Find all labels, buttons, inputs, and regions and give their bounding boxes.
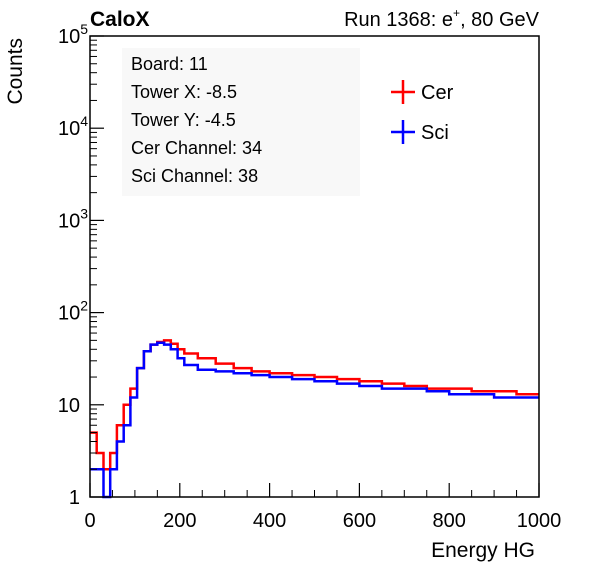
- info-line: Tower X: -8.5: [131, 82, 237, 102]
- y-tick-label: 102: [58, 298, 88, 325]
- x-tick-label: 0: [84, 510, 95, 532]
- info-line: Tower Y: -4.5: [131, 110, 236, 130]
- x-axis-label: Energy HG: [431, 539, 535, 562]
- y-tick-label-base: 10: [58, 118, 80, 140]
- series-line-cer: [90, 339, 539, 471]
- y-tick-label: 10: [58, 395, 80, 417]
- y-axis-label: Counts: [4, 38, 27, 105]
- x-tick-label: 600: [343, 510, 376, 532]
- info-line: Cer Channel: 34: [131, 138, 262, 158]
- info-line: Sci Channel: 38: [131, 166, 258, 186]
- y-tick-label-base: 10: [58, 395, 80, 417]
- x-tick-label: 1000: [517, 510, 562, 532]
- x-axis: 0 200 400 600 800 1000: [84, 483, 561, 532]
- run-label-prefix: Run 1368: e: [344, 9, 453, 31]
- y-tick-label-base: 10: [58, 26, 80, 48]
- y-tick-label: 105: [58, 21, 88, 48]
- run-label-suffix: , 80 GeV: [460, 9, 540, 31]
- y-tick-label-base: 10: [58, 303, 80, 325]
- y-tick-label-exponent: 2: [80, 298, 88, 314]
- series-line-sci: [90, 341, 539, 499]
- y-tick-label: 103: [58, 205, 88, 232]
- info-box: Board: 11 Tower X: -8.5 Tower Y: -4.5 Cer C…: [122, 48, 360, 196]
- legend: Cer Sci: [391, 80, 454, 144]
- info-box-background: [122, 48, 360, 196]
- y-tick-label-exponent: 5: [80, 21, 88, 37]
- x-tick-label: 800: [433, 510, 466, 532]
- legend-label-cer: Cer: [421, 82, 454, 104]
- y-tick-label: 104: [58, 113, 88, 140]
- y-tick-label-exponent: 3: [80, 205, 88, 221]
- run-label: Run 1368: e+, 80 GeV: [344, 6, 540, 31]
- y-tick-label-base: 10: [58, 210, 80, 232]
- x-tick-label: 400: [253, 510, 286, 532]
- info-line: Board: 11: [131, 54, 208, 74]
- y-tick-label-exponent: 4: [80, 113, 88, 129]
- series-layer: [90, 339, 539, 499]
- legend-label-sci: Sci: [421, 122, 449, 144]
- y-tick-label-base: 1: [69, 487, 80, 509]
- x-tick-label: 200: [163, 510, 196, 532]
- y-tick-label: 1: [69, 487, 80, 509]
- run-label-superscript: +: [453, 6, 460, 20]
- chart-title: CaloX: [90, 8, 150, 31]
